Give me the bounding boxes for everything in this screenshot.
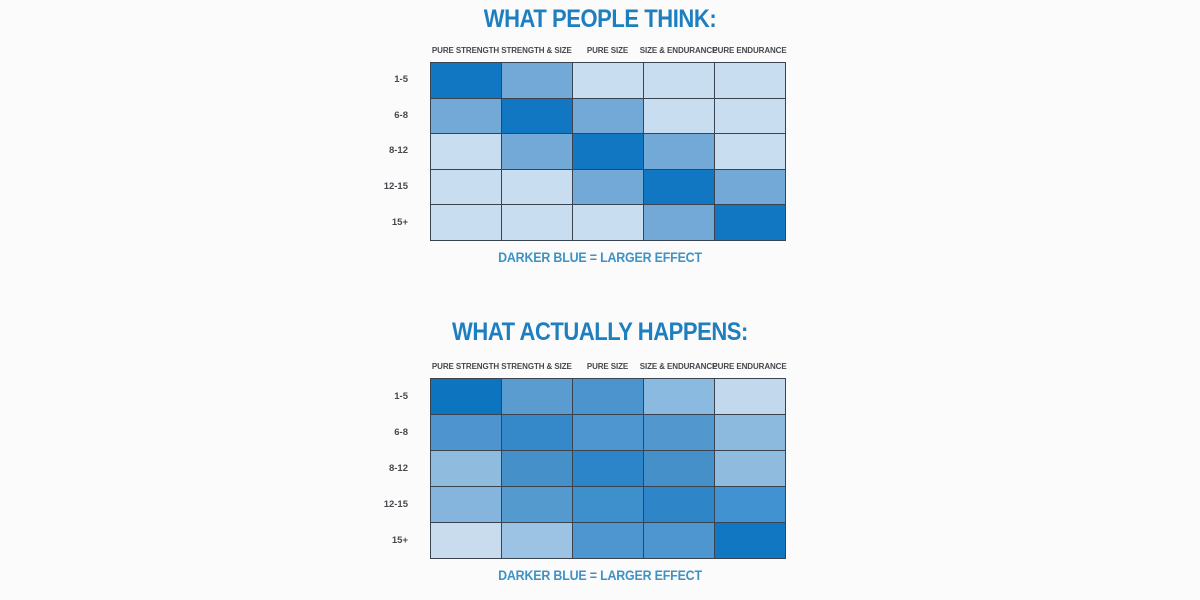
column-header: PURE STRENGTH — [431, 45, 500, 55]
heatmap-cell — [644, 169, 715, 206]
row-label: 8-12 — [388, 462, 408, 474]
heatmap-cell — [644, 63, 715, 99]
row-labels: 1-5 6-8 8-12 12-15 15+ — [352, 62, 422, 240]
heatmap-cell — [431, 451, 502, 487]
heatmap-cell — [644, 98, 715, 135]
heatmap-cell — [502, 379, 573, 415]
heatmap-cell — [502, 134, 573, 170]
column-header: SIZE & ENDURANCE — [639, 361, 718, 371]
heatmap-cell — [431, 487, 502, 523]
heatmap-cell — [644, 415, 715, 451]
column-header: PURE SIZE — [586, 45, 629, 55]
heatmap-cell — [644, 134, 715, 170]
column-headers: PURE STRENGTH STRENGTH & SIZE PURE SIZE SIZ… — [430, 40, 787, 60]
heatmap-cell — [431, 98, 502, 135]
heatmap-cell — [502, 415, 573, 451]
row-label: 6-8 — [394, 109, 408, 121]
heatmap-cell — [715, 451, 786, 487]
row-label: 1-5 — [394, 390, 408, 402]
column-header: PURE ENDURANCE — [712, 45, 787, 55]
column-header: STRENGTH & SIZE — [501, 361, 572, 371]
heatmap-cell — [573, 98, 644, 135]
heatmap-cell — [715, 415, 786, 451]
column-header: PURE SIZE — [586, 361, 629, 371]
column-header: STRENGTH & SIZE — [501, 45, 572, 55]
row-label: 15+ — [391, 534, 408, 546]
row-label: 1-5 — [394, 74, 408, 86]
heatmap-cell — [715, 134, 786, 170]
heatmap-cell — [502, 523, 573, 559]
chart-title-what-people-think: WHAT PEOPLE THINK: — [483, 5, 717, 33]
row-labels: 1-5 6-8 8-12 12-15 15+ — [352, 378, 422, 558]
heatmap-cell — [715, 523, 786, 559]
heatmap-cell — [502, 98, 573, 135]
heatmap-cell — [431, 205, 502, 241]
legend-caption: DARKER BLUE = LARGER EFFECT — [498, 250, 702, 265]
row-label: 15+ — [391, 216, 408, 228]
heatmap-cell — [431, 134, 502, 170]
heatmap-cell — [502, 451, 573, 487]
heatmap-cell — [715, 487, 786, 523]
heatmap-cell — [431, 379, 502, 415]
heatmap-cell — [431, 523, 502, 559]
heatmap-cell — [644, 487, 715, 523]
heatmap-cell — [644, 205, 715, 241]
heatmap-cell — [573, 63, 644, 99]
heatmap-cell — [502, 205, 573, 241]
row-label: 12-15 — [383, 498, 408, 510]
column-headers: PURE STRENGTH STRENGTH & SIZE PURE SIZE SIZ… — [430, 356, 787, 376]
heatmap-cell — [573, 134, 644, 170]
heatmap-cell — [573, 205, 644, 241]
heatmap-grid-what-people-think — [430, 62, 786, 241]
heatmap-cell — [573, 523, 644, 559]
row-label: 8-12 — [388, 145, 408, 157]
column-header: PURE ENDURANCE — [712, 361, 787, 371]
row-label: 12-15 — [383, 181, 408, 193]
heatmap-cell — [431, 415, 502, 451]
heatmap-cell — [715, 63, 786, 99]
heatmap-cell — [573, 487, 644, 523]
heatmap-cell — [431, 63, 502, 99]
heatmap-cell — [644, 451, 715, 487]
heatmap-cell — [715, 379, 786, 415]
heatmap-cell — [573, 169, 644, 206]
heatmap-cell — [502, 63, 573, 99]
heatmap-cell — [715, 98, 786, 135]
legend-caption: DARKER BLUE = LARGER EFFECT — [498, 568, 702, 583]
heatmap-cell — [644, 523, 715, 559]
heatmap-cell — [573, 415, 644, 451]
row-label: 6-8 — [394, 426, 408, 438]
heatmap-cell — [502, 487, 573, 523]
heatmap-cell — [502, 169, 573, 206]
column-header: SIZE & ENDURANCE — [639, 45, 718, 55]
heatmap-cell — [644, 379, 715, 415]
heatmap-cell — [573, 451, 644, 487]
heatmap-cell — [715, 169, 786, 206]
heatmap-cell — [431, 169, 502, 206]
chart-title-what-actually-happens: WHAT ACTUALLY HAPPENS: — [452, 318, 748, 346]
column-header: PURE STRENGTH — [431, 361, 500, 371]
heatmap-grid-what-actually-happens — [430, 378, 786, 559]
heatmap-cell — [573, 379, 644, 415]
heatmap-cell — [715, 205, 786, 241]
